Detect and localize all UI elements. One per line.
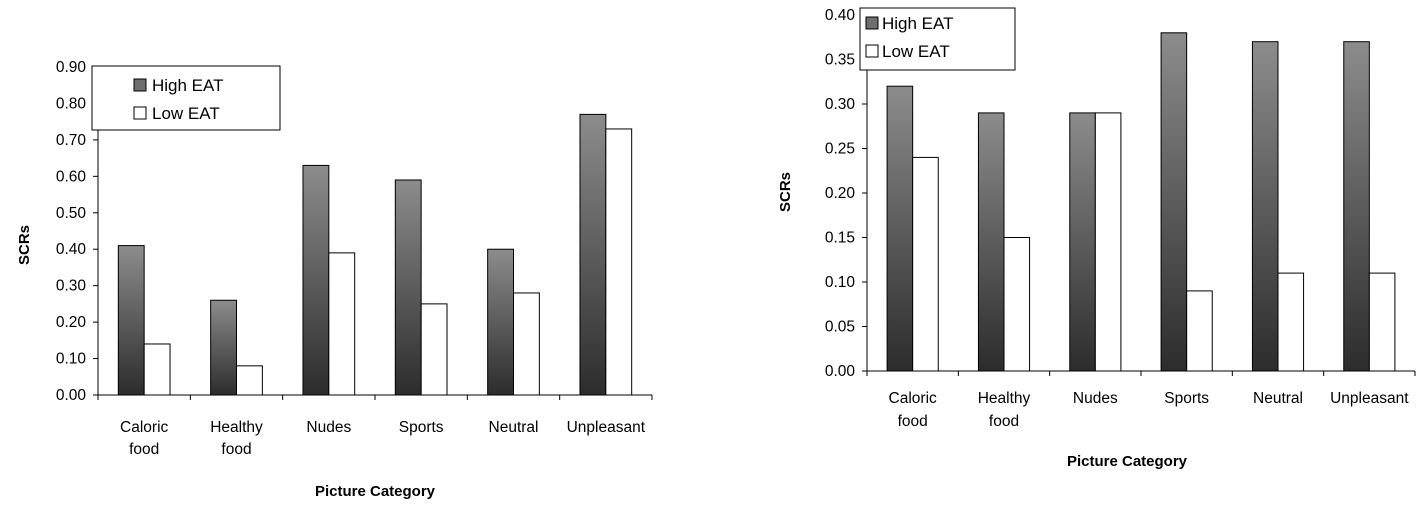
chart-left-y-tick-label: 0.10 (56, 351, 87, 368)
chart-right-bar-low-1 (1003, 237, 1031, 372)
chart-right-bar-high-3 (1160, 32, 1188, 372)
chart-right-y-tick-label: 0.00 (825, 363, 856, 380)
chart-right-legend-label-high: High EAT (882, 14, 954, 33)
chart-left-legend-swatch-high (133, 78, 147, 92)
chart-right-bar-low-4 (1277, 272, 1305, 372)
chart-left-legend-label-high: High EAT (152, 76, 224, 95)
chart-right-y-tick-label: 0.35 (825, 52, 855, 69)
chart-right-y-tick-label: 0.20 (825, 185, 856, 202)
chart-left-bar-high-0 (117, 245, 145, 396)
chart-left-tick-labels: 0.00 0.10 0.20 0.30 0.40 0.50 0.60 0.70 0.80 0.90 (56, 59, 87, 404)
chart-right-y-tick-label: 0.25 (825, 141, 855, 158)
chart-left-legend: High EAT Low EAT (91, 65, 281, 131)
chart-right-category-label: Unpleasant (1330, 390, 1409, 407)
chart-right-category-label: Healthy (978, 390, 1031, 407)
scr-chart-left: 0.00 0.10 0.20 0.30 0.40 0.50 0.60 0.70 0.80 0.90… (0, 0, 680, 507)
chart-left-category-labels: Caloric food Healthy food Nudes Sports Neutral… (120, 419, 646, 458)
chart-right-bar-low-2 (1094, 112, 1122, 372)
chart-right-bar-low-0 (912, 156, 939, 372)
chart-right-y-tick-label: 0.10 (825, 274, 856, 291)
chart-left-bar-low-1 (236, 365, 263, 396)
scr-chart-right: 0.00 0.05 0.10 0.15 0.20 0.25 0.30 0.35 0.40 Cal… (740, 0, 1416, 507)
chart-left-legend-box (91, 65, 281, 131)
chart-right-bar-high-5 (1343, 41, 1370, 372)
chart-right-y-tick-label: 0.05 (825, 319, 855, 336)
chart-left-y-tick-label: 0.60 (56, 168, 87, 185)
chart-right-legend: High EAT Low EAT (859, 7, 1016, 71)
chart-right-legend-swatch-low (865, 44, 879, 58)
chart-right-category-labels: Caloric food Healthy food Nudes Sports Neutral… (889, 390, 1410, 430)
chart-right-bar-low-3 (1186, 290, 1213, 372)
chart-right-category-label: Nudes (1073, 390, 1118, 407)
chart-left-y-tick-label: 0.80 (56, 95, 87, 112)
chart-left-y-tick-label: 0.90 (56, 59, 87, 76)
chart-left-bar-high-1 (210, 299, 237, 396)
chart-left-y-tick-label: 0.50 (56, 205, 87, 222)
chart-left-category-label: Caloric (120, 419, 168, 436)
chart-left-y-tick-label: 0.70 (56, 132, 87, 149)
chart-right-bars (886, 32, 1396, 372)
chart-left-bar-low-5 (605, 128, 633, 396)
chart-left-category-label: Neutral (489, 419, 539, 436)
chart-right-y-axis-title: SCRs (777, 172, 794, 212)
chart-left-bar-low-0 (143, 343, 171, 396)
chart-right-legend-swatch-high (865, 16, 879, 30)
chart-left-y-tick-label: 0.00 (56, 387, 87, 404)
chart-left-category-label: Healthy (210, 419, 263, 436)
chart-right-x-axis-title: Picture Category (1067, 453, 1188, 470)
chart-left-svg: 0.00 0.10 0.20 0.30 0.40 0.50 0.60 0.70 0.80 0.90… (16, 59, 653, 500)
chart-right-bar-high-1 (977, 112, 1005, 372)
chart-left-category-label: food (129, 441, 159, 458)
chart-right-svg: 0.00 0.05 0.10 0.15 0.20 0.25 0.30 0.35 0.40 Cal… (777, 7, 1416, 470)
chart-left-y-tick-label: 0.40 (56, 241, 87, 258)
chart-right-bar-high-4 (1251, 41, 1279, 372)
chart-right-axes (862, 14, 1416, 376)
chart-left-legend-swatch-low (133, 106, 147, 120)
chart-right-bar-high-0 (886, 85, 914, 372)
chart-right-category-label: food (898, 413, 928, 430)
chart-right-y-tick-label: 0.15 (825, 230, 855, 247)
chart-right-category-label: Neutral (1253, 390, 1303, 407)
chart-right-y-tick-label: 0.30 (825, 96, 856, 113)
chart-right-category-label: food (989, 413, 1019, 430)
chart-right-legend-label-low: Low EAT (882, 42, 950, 61)
chart-left-bars (117, 113, 633, 396)
chart-left-bar-low-3 (420, 303, 448, 396)
chart-right-category-label: Sports (1164, 390, 1209, 407)
chart-left-bar-low-4 (513, 292, 540, 396)
chart-left-y-axis-title: SCRs (16, 225, 33, 265)
chart-left-y-tick-label: 0.30 (56, 278, 87, 295)
chart-left-bar-high-2 (302, 164, 330, 396)
chart-left-category-label: Unpleasant (567, 419, 646, 436)
chart-left-bar-high-3 (394, 179, 422, 396)
chart-right-y-tick-label: 0.40 (825, 7, 856, 24)
chart-left-category-label: Sports (399, 419, 444, 436)
chart-left-legend-label-low: Low EAT (152, 104, 220, 123)
chart-right-category-label: Caloric (889, 390, 937, 407)
chart-left-bar-high-4 (487, 248, 514, 396)
chart-right-bar-high-2 (1069, 112, 1096, 372)
chart-right-tick-labels: 0.00 0.05 0.10 0.15 0.20 0.25 0.30 0.35 0.40 (825, 7, 856, 380)
chart-left-bar-low-2 (328, 252, 356, 396)
chart-left-category-label: Nudes (306, 419, 351, 436)
chart-left-category-label: food (221, 441, 251, 458)
chart-left-bar-high-5 (579, 113, 607, 396)
chart-left-x-axis-title: Picture Category (315, 483, 436, 500)
chart-right-bar-low-5 (1368, 272, 1396, 372)
chart-left-y-tick-label: 0.20 (56, 314, 87, 331)
chart-right-legend-box (859, 7, 1016, 71)
